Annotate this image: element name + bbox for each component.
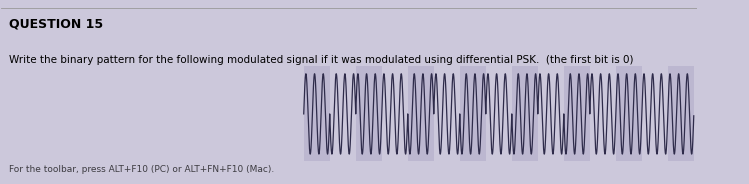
Bar (407, 66, 434, 161)
Text: For the toolbar, press ALT+F10 (PC) or ALT+FN+F10 (Mac).: For the toolbar, press ALT+F10 (PC) or A… (9, 165, 274, 174)
Bar (460, 66, 486, 161)
Text: QUESTION 15: QUESTION 15 (9, 17, 103, 30)
Bar (512, 66, 538, 161)
Text: Write the binary pattern for the following modulated signal if it was modulated : Write the binary pattern for the followi… (9, 56, 634, 66)
Bar (356, 66, 382, 161)
Bar (668, 66, 694, 161)
Bar (304, 66, 330, 161)
Bar (616, 66, 642, 161)
Bar (564, 66, 589, 161)
